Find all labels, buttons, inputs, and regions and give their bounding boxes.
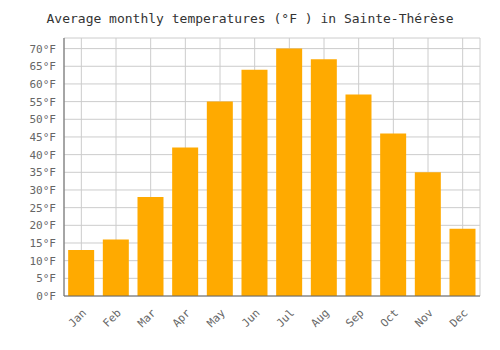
svg-text:65°F: 65°F — [30, 60, 57, 73]
svg-text:Jul: Jul — [274, 307, 297, 330]
svg-text:45°F: 45°F — [30, 131, 57, 144]
svg-text:70°F: 70°F — [30, 43, 57, 56]
svg-text:Dec: Dec — [447, 307, 470, 330]
svg-text:5°F: 5°F — [36, 272, 56, 285]
svg-text:50°F: 50°F — [30, 113, 57, 126]
svg-text:40°F: 40°F — [30, 149, 57, 162]
svg-text:25°F: 25°F — [30, 202, 57, 215]
svg-text:55°F: 55°F — [30, 96, 57, 109]
html-text:Average monthly temperatures (: Average monthly temperatures (°F ) in Sa… — [46, 11, 454, 26]
svg-text:Mar: Mar — [135, 306, 159, 330]
svg-text:May: May — [205, 306, 229, 330]
svg-text:35°F: 35°F — [30, 166, 57, 179]
svg-text:Apr: Apr — [170, 306, 194, 330]
svg-text:Jan: Jan — [66, 307, 89, 330]
svg-text:Feb: Feb — [101, 307, 124, 330]
svg-text:Sep: Sep — [343, 307, 366, 330]
svg-text:Oct: Oct — [378, 307, 401, 330]
svg-text:10°F: 10°F — [30, 255, 57, 268]
svg-text:15°F: 15°F — [30, 237, 57, 250]
svg-text:20°F: 20°F — [30, 219, 57, 232]
svg-text:Jun: Jun — [239, 307, 262, 330]
svg-text:60°F: 60°F — [30, 78, 57, 91]
svg-text:0°F: 0°F — [36, 290, 56, 303]
svg-text:Nov: Nov — [413, 306, 437, 330]
svg-text:Aug: Aug — [309, 307, 332, 330]
svg-text:30°F: 30°F — [30, 184, 57, 197]
